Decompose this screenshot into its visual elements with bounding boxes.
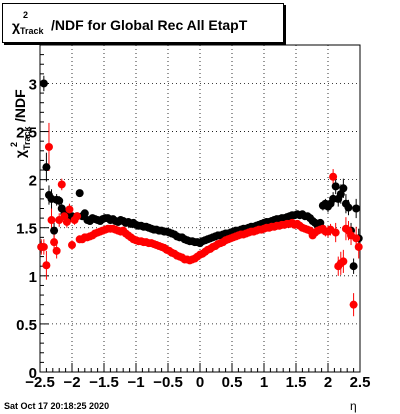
chart-title-box: χ 2 Track /NDF for Global Rec All EtapT [2,3,284,43]
x-tick-label: 0 [196,374,204,391]
grid-lines [40,45,360,372]
data-points [37,79,363,309]
data-point-black [80,209,89,218]
y-tick-label: 2 [29,173,37,190]
data-point-red [39,242,48,251]
x-tick-label: 2.5 [350,374,371,391]
y-tick-label: 0 [29,365,37,382]
data-point-red [339,257,348,266]
data-point-red [329,172,338,181]
x-tick-label: 0.5 [222,374,243,391]
x-tick-label: −2 [63,374,80,391]
error-bars [40,75,360,317]
data-point-red [68,241,76,250]
axis-ticks [39,44,361,373]
y-tick-label: 1.5 [16,221,37,238]
title-sub: Track [20,26,44,36]
data-point-red [352,234,361,243]
ylabel-sub: Track [22,125,32,150]
x-tick-label: −1.5 [89,374,119,391]
tick-labels: −2.5 −2 −1.5 −1 −0.5 0 0.5 1 1.5 2 2.5 0 0.5 1 1.5 2 2.5… [16,76,370,391]
title-chi: χ [12,18,21,34]
y-tick-label: 3 [29,76,37,93]
ylabel-rest: /NDF [12,89,28,122]
ylabel-chi: χ [12,150,28,158]
y-tick-label: 2.5 [16,125,37,142]
y-tick-label: 1 [29,269,37,286]
data-point-black [42,163,51,172]
data-point-red [73,212,82,221]
data-point-black [331,182,340,191]
x-tick-label: 2 [324,374,332,391]
ylabel-sup: 2 [9,142,19,147]
data-point-red [65,205,74,214]
title-sup: 2 [23,10,29,20]
data-point-red [62,217,71,226]
data-point-black [55,196,64,205]
data-point-red [349,300,358,309]
x-tick-label: −2.5 [25,374,55,391]
y-tick-label: 0.5 [16,317,37,334]
x-tick-label: 1 [260,374,268,391]
y-axis-label: χ 2 Track /NDF [9,89,32,158]
x-tick-label: −0.5 [153,374,183,391]
data-point-red [52,246,61,255]
data-point-black [344,203,353,212]
data-point-black [349,262,358,271]
data-point-red [354,242,363,251]
svg-text:χ: χ [12,150,28,158]
x-tick-label: −1 [127,374,144,391]
x-axis-label: η [350,399,357,413]
data-point-red [47,216,56,225]
data-point-red [50,238,59,247]
data-point-black [352,204,361,213]
data-point-black [39,79,48,88]
title-rest: /NDF for Global Rec All EtapT [51,17,248,33]
x-tick-label: 1.5 [286,374,307,391]
data-point-black [339,184,348,193]
plot-frame [39,44,361,373]
data-point-red [331,228,340,237]
data-point-black [50,226,59,235]
data-point-red [42,261,51,270]
data-point-red [44,142,53,151]
timestamp-label: Sat Oct 17 20:18:25 2020 [4,401,110,411]
data-point-red [57,180,66,189]
data-point-black [75,189,84,198]
